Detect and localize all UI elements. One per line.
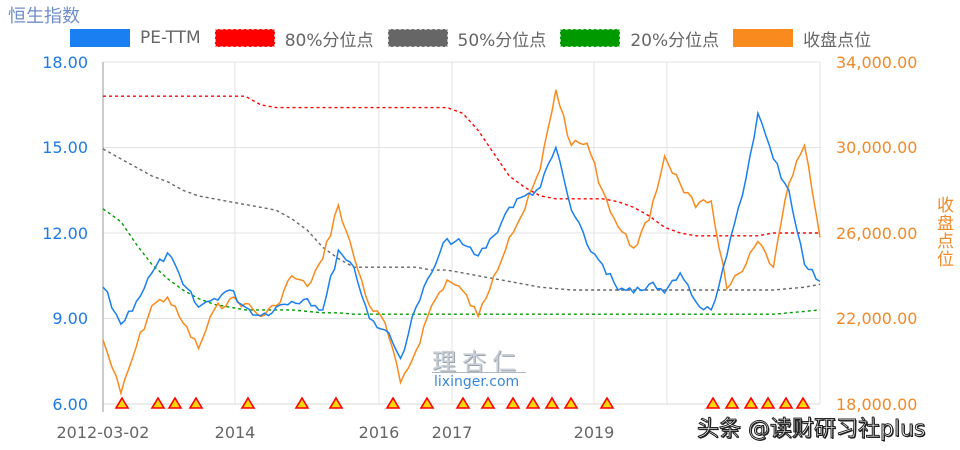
- series-line-PE-TTM: [102, 110, 821, 361]
- signal-markers: [114, 396, 811, 409]
- triangle-marker-icon: [599, 396, 615, 409]
- legend-swatch-20-percentile: [560, 29, 621, 47]
- series-line-收盘点位: [102, 89, 821, 397]
- legend-label: PE-TTM: [140, 28, 201, 48]
- triangle-marker-icon: [167, 396, 183, 409]
- legend-item-close[interactable]: 收盘点位: [733, 26, 871, 51]
- legend-item-80-percentile[interactable]: 80%分位点: [214, 26, 374, 51]
- x-axis: 2012-03-02 2014 2016 2017 2019: [57, 423, 615, 442]
- legend-label: 80%分位点: [284, 30, 374, 51]
- legend-item-50-percentile[interactable]: 50%分位点: [387, 26, 547, 51]
- x-tick: 2019: [574, 423, 615, 442]
- triangle-marker-icon: [240, 396, 256, 409]
- triangle-marker-icon: [525, 396, 541, 409]
- legend-swatch-80-percentile: [214, 29, 275, 47]
- triangle-marker-icon: [743, 396, 759, 409]
- triangle-marker-icon: [385, 396, 401, 409]
- triangle-marker-icon: [795, 396, 811, 409]
- watermark-url: lixinger.com: [434, 374, 520, 390]
- x-tick: 2012-03-02: [57, 423, 150, 442]
- left-tick: 12.00: [42, 224, 88, 243]
- grid: [102, 61, 821, 412]
- x-tick: 2014: [215, 423, 256, 442]
- triangle-marker-icon: [544, 396, 560, 409]
- watermark-logo: 理杏仁: [432, 348, 522, 376]
- triangle-marker-icon: [328, 396, 344, 409]
- triangle-marker-icon: [480, 396, 496, 409]
- left-tick: 15.00: [42, 138, 88, 157]
- triangle-marker-icon: [778, 396, 794, 409]
- legend-swatch-pe-ttm: [70, 29, 130, 47]
- legend: PE-TTM 80%分位点 50%分位点 20%分位点 收盘点位: [70, 26, 885, 51]
- right-tick: 30,000.00: [836, 138, 917, 157]
- left-tick: 9.00: [52, 309, 88, 328]
- right-tick: 22,000.00: [836, 309, 917, 328]
- triangle-marker-icon: [150, 396, 166, 409]
- left-tick: 18.00: [42, 53, 88, 72]
- right-tick: 34,000.00: [836, 53, 917, 72]
- legend-label: 50%分位点: [457, 30, 547, 51]
- legend-item-pe-ttm[interactable]: PE-TTM: [70, 28, 201, 48]
- left-axis: 18.00 15.00 12.00 9.00 6.00: [42, 53, 88, 414]
- legend-swatch-50-percentile: [387, 29, 448, 47]
- x-tick: 2017: [432, 423, 473, 442]
- triangle-marker-icon: [705, 396, 721, 409]
- triangle-marker-icon: [294, 396, 310, 409]
- left-tick: 6.00: [52, 395, 88, 414]
- triangle-marker-icon: [505, 396, 521, 409]
- right-axis: 34,000.00 30,000.00 26,000.00 22,000.00 …: [836, 53, 917, 414]
- triangle-marker-icon: [455, 396, 471, 409]
- legend-label: 20%分位点: [630, 30, 720, 51]
- right-tick: 18,000.00: [836, 395, 917, 414]
- triangle-marker-icon: [724, 396, 740, 409]
- triangle-marker-icon: [114, 396, 130, 409]
- triangle-marker-icon: [188, 396, 204, 409]
- triangle-marker-icon: [419, 396, 435, 409]
- right-tick: 26,000.00: [836, 224, 917, 243]
- triangle-marker-icon: [563, 396, 579, 409]
- x-tick: 2016: [359, 423, 400, 442]
- series-line-20%分位点: [102, 208, 821, 315]
- triangle-marker-icon: [760, 396, 776, 409]
- series-line-50%分位点: [102, 148, 821, 291]
- legend-swatch-close: [733, 29, 794, 47]
- right-axis-title: 收盘点位: [933, 196, 953, 268]
- source-credit: 头条 @读财研习社plus: [696, 417, 926, 443]
- chart-title: 恒生指数: [8, 6, 80, 27]
- legend-item-20-percentile[interactable]: 20%分位点: [560, 26, 719, 51]
- watermark-divider: [432, 372, 526, 373]
- legend-label: 收盘点位: [803, 30, 872, 51]
- series-line-80%分位点: [103, 95, 820, 237]
- series-layer: [102, 89, 821, 397]
